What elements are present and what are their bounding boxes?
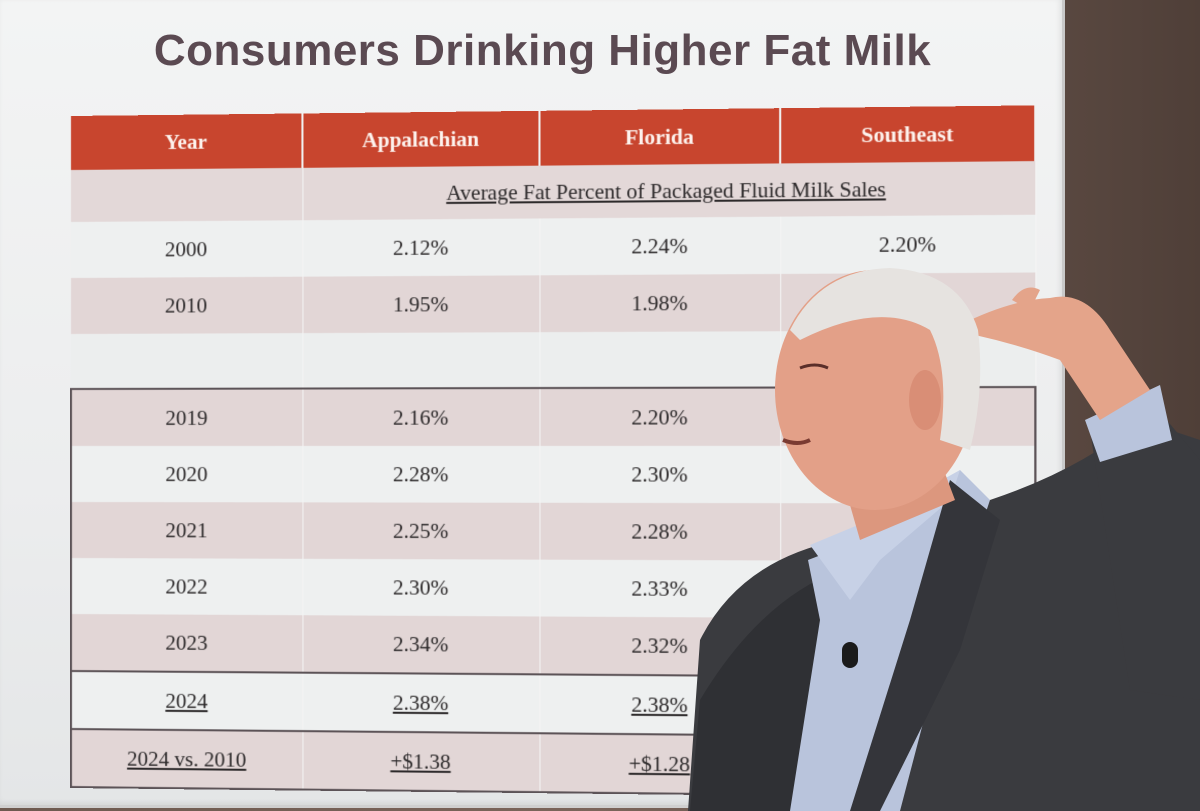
presenter-ear xyxy=(909,370,941,430)
presenter-hand xyxy=(960,297,1150,420)
lapel-microphone xyxy=(842,642,858,668)
